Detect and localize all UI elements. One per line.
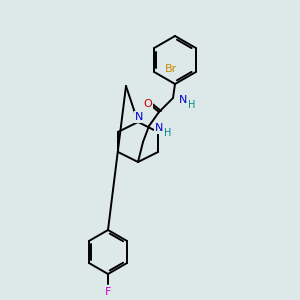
Text: H: H (164, 128, 172, 138)
Text: H: H (188, 100, 196, 110)
Text: F: F (105, 287, 111, 297)
Text: N: N (135, 112, 143, 122)
Text: O: O (144, 99, 152, 109)
Text: Br: Br (165, 64, 177, 74)
Text: N: N (179, 95, 187, 105)
Text: N: N (155, 123, 163, 133)
